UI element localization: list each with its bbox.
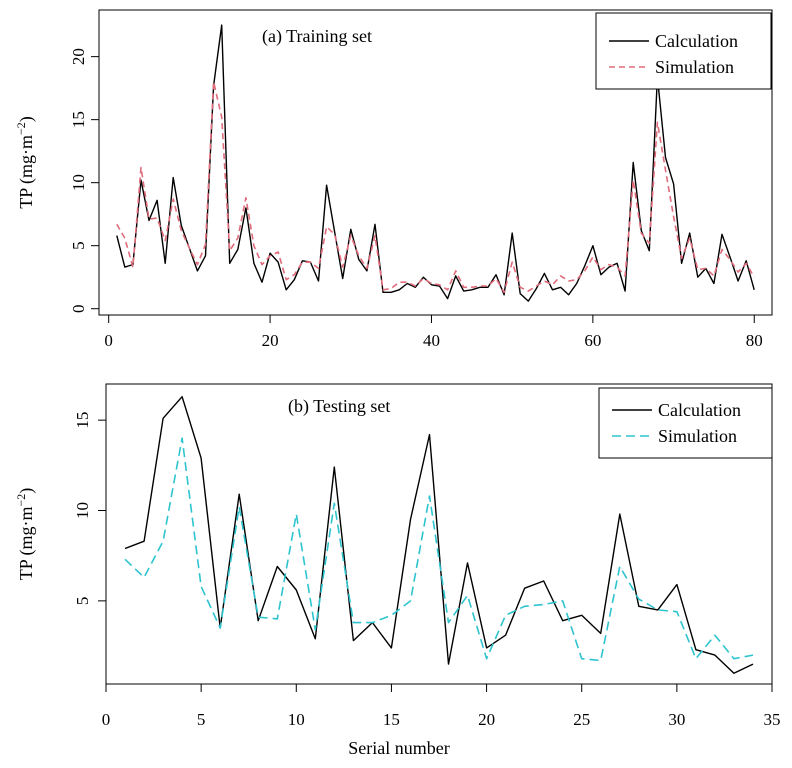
test-series-simulation-line — [124, 437, 754, 662]
train-x-tick-label: 80 — [746, 331, 763, 350]
test-panel-title: (b) Testing set — [288, 396, 390, 417]
train-legend-label-calculation: Calculation — [655, 31, 738, 51]
test-plot-frame — [105, 383, 773, 685]
test-x-tick-label: 15 — [383, 710, 400, 729]
train-series-simulation-line — [116, 81, 755, 294]
test-y-tick-label: 10 — [73, 502, 92, 519]
test-legend-label-simulation: Simulation — [658, 426, 737, 446]
train-series-calculation-line — [116, 24, 755, 302]
train-legend-box — [595, 12, 772, 90]
test-x-tick-label: 25 — [573, 710, 590, 729]
test-legend-box — [598, 387, 773, 459]
train-y-tick-label: 5 — [69, 241, 88, 250]
test-legend-label-calculation: Calculation — [658, 400, 741, 420]
train-x-tick-label: 0 — [104, 331, 113, 350]
test-x-tick-label: 5 — [197, 710, 206, 729]
test-x-tick-label: 0 — [102, 710, 111, 729]
train-panel-title: (a) Training set — [262, 26, 372, 47]
train-legend-label-simulation: Simulation — [655, 57, 734, 77]
train-y-tick-label: 0 — [69, 304, 88, 313]
train-x-tick-label: 40 — [423, 331, 440, 350]
test-y-axis-title: TP (mg·m−2) — [14, 488, 37, 581]
test-x-tick-label: 10 — [288, 710, 305, 729]
test-x-tick-label: 30 — [668, 710, 685, 729]
train-y-tick-label: 20 — [69, 48, 88, 65]
train-y-tick-label: 15 — [69, 111, 88, 128]
train-x-tick-label: 60 — [584, 331, 601, 350]
test-y-tick-label: 5 — [73, 597, 92, 606]
train-plot-frame — [98, 9, 773, 316]
train-y-tick-label: 10 — [69, 174, 88, 191]
test-x-tick-label: 35 — [764, 710, 781, 729]
test-x-axis-title: Serial number — [348, 738, 449, 758]
train-y-axis-title: TP (mg·m−2) — [14, 116, 37, 209]
test-x-tick-label: 20 — [478, 710, 495, 729]
test-y-tick-label: 15 — [73, 412, 92, 429]
test-series-calculation-line — [124, 396, 754, 674]
training-set-panel: 0 20 40 60 80 0 5 10 15 20 TP (mg·m−2) (a) Training… — [14, 9, 773, 350]
train-x-tick-label: 20 — [262, 331, 279, 350]
test-legend: Calculation Simulation — [598, 387, 773, 459]
testing-set-panel: 0 5 10 15 20 25 30 35 5 10 15 TP (mg·m−2) Serial num… — [14, 383, 781, 758]
train-legend: Calculation Simulation — [595, 12, 772, 90]
